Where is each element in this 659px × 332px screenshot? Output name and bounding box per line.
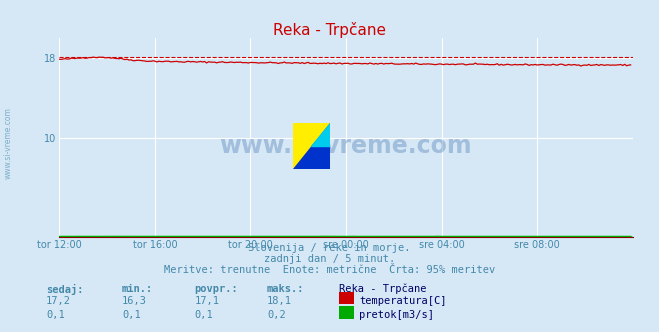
- Polygon shape: [293, 123, 330, 169]
- Text: www.si-vreme.com: www.si-vreme.com: [3, 107, 13, 179]
- Text: povpr.:: povpr.:: [194, 284, 238, 294]
- Text: 16,3: 16,3: [122, 296, 147, 306]
- Text: sedaj:: sedaj:: [46, 284, 84, 295]
- Text: 0,1: 0,1: [122, 310, 140, 320]
- Text: Slovenija / reke in morje.: Slovenija / reke in morje.: [248, 243, 411, 253]
- Text: Meritve: trenutne  Enote: metrične  Črta: 95% meritev: Meritve: trenutne Enote: metrične Črta: …: [164, 265, 495, 275]
- Text: 0,1: 0,1: [46, 310, 65, 320]
- Text: Reka - Trpčane: Reka - Trpčane: [273, 22, 386, 38]
- Polygon shape: [293, 123, 330, 169]
- Text: 17,1: 17,1: [194, 296, 219, 306]
- Text: www.si-vreme.com: www.si-vreme.com: [219, 134, 473, 158]
- Text: 17,2: 17,2: [46, 296, 71, 306]
- Text: 0,1: 0,1: [194, 310, 213, 320]
- Text: Reka - Trpčane: Reka - Trpčane: [339, 284, 427, 294]
- Polygon shape: [312, 123, 330, 146]
- Text: 18,1: 18,1: [267, 296, 292, 306]
- Text: 0,2: 0,2: [267, 310, 285, 320]
- Text: zadnji dan / 5 minut.: zadnji dan / 5 minut.: [264, 254, 395, 264]
- Text: min.:: min.:: [122, 284, 153, 294]
- Text: maks.:: maks.:: [267, 284, 304, 294]
- Text: pretok[m3/s]: pretok[m3/s]: [359, 310, 434, 320]
- Text: temperatura[C]: temperatura[C]: [359, 296, 447, 306]
